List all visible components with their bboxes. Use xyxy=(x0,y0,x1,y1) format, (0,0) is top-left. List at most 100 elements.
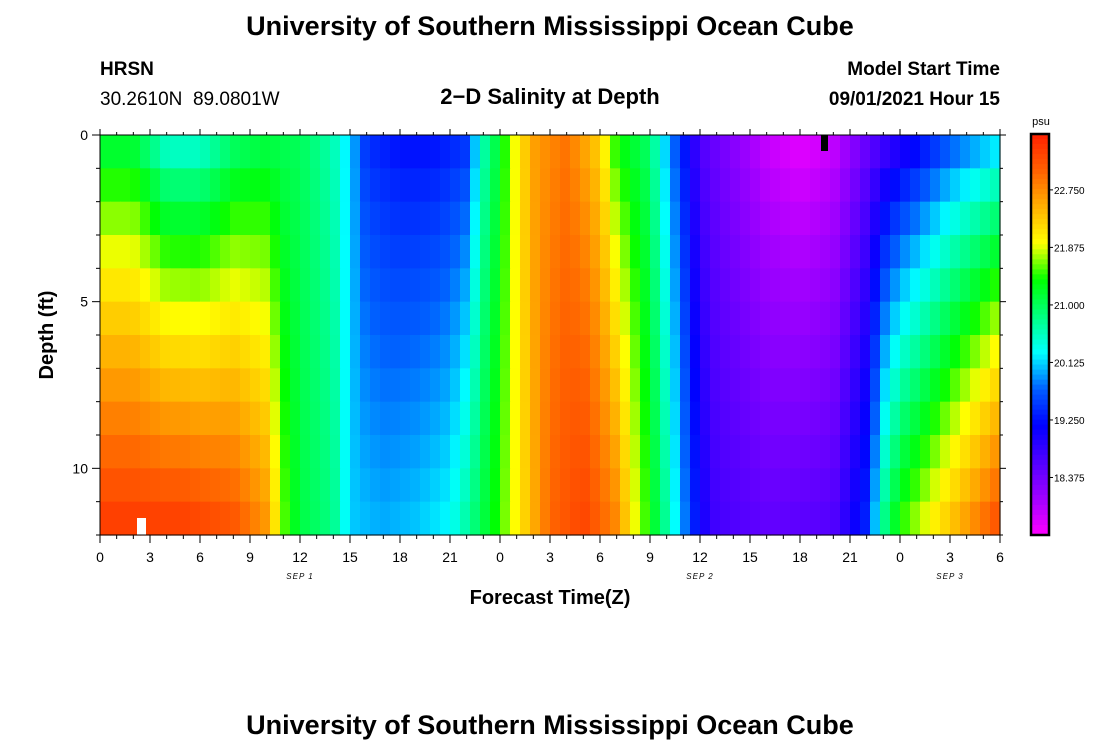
heatmap-cell xyxy=(980,401,991,436)
heatmap-cell xyxy=(840,168,851,203)
heatmap-cell xyxy=(510,268,521,303)
heatmap-cell xyxy=(500,235,511,269)
heatmap-cell xyxy=(460,268,471,303)
heatmap-cell xyxy=(280,268,291,303)
heatmap-cell xyxy=(510,335,521,369)
heatmap-cell xyxy=(720,368,731,403)
heatmap-cell xyxy=(500,335,511,369)
heatmap-cell xyxy=(620,301,631,336)
heatmap-cell xyxy=(640,435,651,469)
heatmap-cell xyxy=(270,335,281,369)
heatmap-cell xyxy=(540,501,551,536)
heatmap-cell xyxy=(380,301,391,336)
heatmap-cell xyxy=(840,301,851,336)
heatmap-cell xyxy=(790,501,801,536)
heatmap-cell xyxy=(530,268,541,303)
heatmap-cell xyxy=(710,501,721,536)
heatmap-cell xyxy=(250,468,261,503)
heatmap-cell xyxy=(830,435,841,469)
heatmap-cell xyxy=(630,435,641,469)
heatmap-cell xyxy=(220,435,231,469)
heatmap-cell xyxy=(570,201,581,236)
heatmap-cell xyxy=(130,501,141,536)
heatmap-cell xyxy=(280,301,291,336)
heatmap-cell xyxy=(270,401,281,436)
heatmap-cell xyxy=(820,335,831,369)
heatmap-cell xyxy=(100,468,111,503)
heatmap-cell xyxy=(530,235,541,269)
heatmap-cell xyxy=(610,201,621,236)
heatmap-cell xyxy=(990,201,1001,236)
heatmap-cell xyxy=(880,268,891,303)
heatmap-cell xyxy=(620,135,631,169)
heatmap-cell xyxy=(460,368,471,403)
heatmap-cell xyxy=(200,335,211,369)
heatmap-cell xyxy=(500,435,511,469)
heatmap-cell xyxy=(360,368,371,403)
heatmap-cell xyxy=(180,468,191,503)
heatmap-cell xyxy=(280,401,291,436)
heatmap-cell xyxy=(720,168,731,203)
x-tick-label: 6 xyxy=(996,549,1004,565)
heatmap-cell xyxy=(910,368,921,403)
heatmap-cell xyxy=(480,501,491,536)
heatmap-cell xyxy=(480,268,491,303)
heatmap-cell xyxy=(700,501,711,536)
heatmap-cell xyxy=(740,501,751,536)
heatmap-cell xyxy=(750,168,761,203)
heatmap-cell xyxy=(860,335,871,369)
heatmap-cell xyxy=(680,335,691,369)
heatmap-cell xyxy=(880,401,891,436)
heatmap-cell xyxy=(490,301,501,336)
heatmap-cell xyxy=(600,301,611,336)
heatmap-cell xyxy=(470,268,481,303)
heatmap-cell xyxy=(410,201,421,236)
heatmap-cell xyxy=(380,401,391,436)
heatmap-cell xyxy=(650,401,661,436)
heatmap-cell xyxy=(950,401,961,436)
heatmap-cell xyxy=(660,268,671,303)
heatmap-cell xyxy=(750,201,761,236)
heatmap-cell xyxy=(360,501,371,536)
colorbar-swatch xyxy=(1031,279,1049,285)
heatmap-cell xyxy=(850,401,861,436)
heatmap-cell xyxy=(930,201,941,236)
x-tick-label: 21 xyxy=(442,549,458,565)
heatmap-cell xyxy=(830,235,841,269)
heatmap-cell xyxy=(270,368,281,403)
heatmap-cell xyxy=(320,268,331,303)
heatmap-cell xyxy=(750,368,761,403)
heatmap-cell xyxy=(590,168,601,203)
heatmap-cell xyxy=(130,168,141,203)
heatmap-cell xyxy=(320,201,331,236)
heatmap-cell xyxy=(920,335,931,369)
heatmap-cell xyxy=(300,135,311,169)
colorbar-swatch xyxy=(1031,199,1049,205)
heatmap-cell xyxy=(950,435,961,469)
heatmap-cell xyxy=(900,201,911,236)
heatmap-cell xyxy=(750,301,761,336)
heatmap-cell xyxy=(770,435,781,469)
heatmap-cell xyxy=(370,235,381,269)
heatmap-cell xyxy=(720,201,731,236)
heatmap-cell xyxy=(340,268,351,303)
x-tick-label: 6 xyxy=(596,549,604,565)
heatmap-cell xyxy=(170,435,181,469)
heatmap-cell xyxy=(230,135,241,169)
heatmap-cell xyxy=(940,468,951,503)
colorbar-swatch xyxy=(1031,219,1049,225)
heatmap-cell xyxy=(970,268,981,303)
heatmap-cell xyxy=(400,268,411,303)
heatmap-cell xyxy=(700,268,711,303)
heatmap-cell xyxy=(650,201,661,236)
heatmap-cell xyxy=(690,235,701,269)
colorbar-tick-label: 21.875 xyxy=(1054,243,1085,254)
heatmap-cell xyxy=(240,201,251,236)
heatmap-cell xyxy=(870,135,881,169)
colorbar-swatch xyxy=(1031,514,1049,521)
heatmap-cell xyxy=(870,301,881,336)
heatmap-cell xyxy=(590,435,601,469)
heatmap-cell xyxy=(430,235,441,269)
heatmap-cell xyxy=(310,468,321,503)
heatmap-cell xyxy=(510,468,521,503)
